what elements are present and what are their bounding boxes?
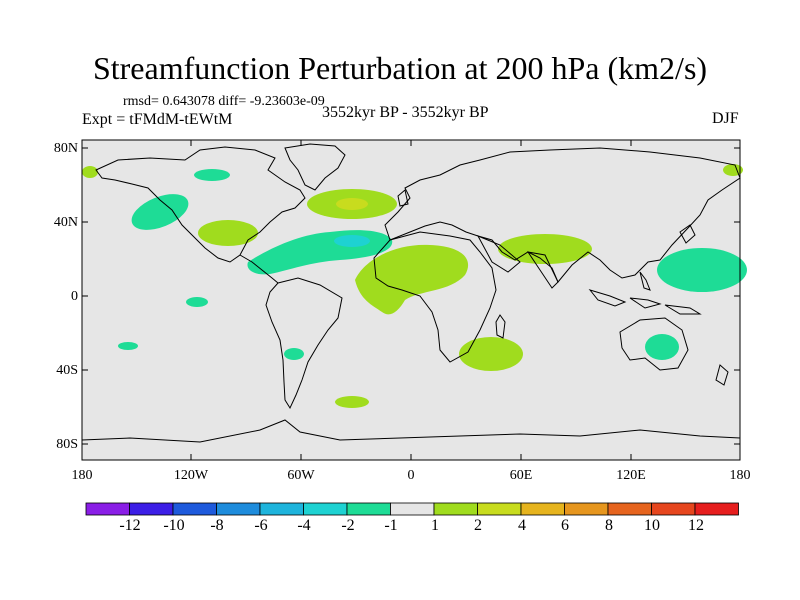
colorbar-label: 1	[431, 517, 439, 534]
anomaly-australia	[645, 334, 679, 360]
coastline-africa	[373, 231, 497, 363]
anomaly-south-africa	[459, 337, 523, 371]
perturbation-contours	[82, 164, 747, 408]
colorbar-swatch	[520, 502, 565, 516]
rmsd-diff-stats: rmsd= 0.643078 diff= -9.23603e-09	[123, 94, 325, 109]
colorbar-label: -4	[297, 517, 311, 534]
colorbar-swatch	[216, 502, 261, 516]
coastline-greenland	[284, 143, 346, 191]
coastline-antarctica	[81, 419, 741, 443]
colorbar-swatch	[303, 502, 348, 516]
anomaly-pacific-small	[186, 297, 208, 307]
lat-label-80s: 80S	[56, 437, 78, 452]
coastline-new-zealand	[715, 364, 729, 386]
map-background	[82, 140, 740, 460]
colorbar-swatch	[346, 502, 391, 516]
map-title: Streamfunction Perturbation at 200 hPa (…	[92, 50, 708, 86]
colorbar-label: -10	[163, 517, 185, 534]
colorbar-swatch	[390, 502, 435, 516]
coastline-uk	[397, 189, 409, 207]
anomaly-tropical-atlantic-core	[334, 235, 370, 247]
anomaly-arctic-west	[82, 166, 98, 178]
colorbar-label: -1	[384, 517, 398, 534]
axis-ticks	[82, 140, 740, 460]
colorbar-swatch	[85, 502, 130, 516]
anomaly-north-atlantic-core	[336, 198, 368, 210]
colorbar-swatch	[651, 502, 696, 516]
colorbar	[85, 502, 739, 516]
coastline-madagascar	[495, 314, 506, 339]
lon-label-60e: 60E	[509, 468, 533, 483]
anomaly-north-america	[198, 220, 258, 246]
colorbar-swatch	[607, 502, 652, 516]
colorbar-swatch	[129, 502, 174, 516]
coastline-arabia	[476, 235, 521, 273]
anomaly-greenland	[194, 169, 230, 181]
anomaly-south-asia	[498, 234, 592, 264]
colorbar-label: 10	[644, 517, 660, 534]
colorbar-swatch	[694, 502, 739, 516]
colorbar-label: -6	[254, 517, 268, 534]
coastline-australia	[619, 317, 689, 371]
coastline-central-america	[239, 254, 279, 284]
lat-label-40s: 40S	[56, 363, 78, 378]
lon-label-120e: 120E	[616, 468, 646, 483]
coastline-south-america	[265, 277, 343, 410]
colorbar-label: -2	[341, 517, 355, 534]
colorbar-swatch	[433, 502, 478, 516]
experiment-label: Expt = tFMdM-tEWtM	[82, 111, 233, 128]
coastlines	[81, 143, 741, 443]
period-label: 3552kyr BP - 3552kyr BP	[322, 104, 489, 121]
lon-label-120w: 120W	[173, 468, 209, 483]
colorbar-label: 12	[688, 517, 704, 534]
coastline-india	[526, 251, 559, 289]
anomaly-pacific-north	[131, 194, 189, 230]
lon-label-0: 0	[407, 468, 415, 483]
colorbar-label: 6	[561, 517, 569, 534]
season-label: DJF	[712, 110, 739, 127]
coastline-eurasia	[384, 147, 741, 283]
coastline-north-america	[95, 146, 306, 263]
lat-label-0: 0	[71, 289, 78, 304]
anomaly-south-america	[284, 348, 304, 360]
colorbar-label: 4	[518, 517, 526, 534]
colorbar-swatch	[564, 502, 609, 516]
lat-label-40n: 40N	[53, 215, 78, 230]
lon-label-180e: 180	[729, 468, 751, 483]
anomaly-south-pacific	[118, 342, 138, 350]
colorbar-label: -8	[210, 517, 224, 534]
colorbar-label: 2	[474, 517, 482, 534]
colorbar-swatch	[477, 502, 522, 516]
colorbar-label: -12	[119, 517, 141, 534]
colorbar-label: 8	[605, 517, 613, 534]
coastline-indonesia	[588, 271, 702, 315]
colorbar-swatch	[172, 502, 217, 516]
coastline-japan	[679, 224, 696, 244]
lat-label-80n: 80N	[53, 141, 78, 156]
anomaly-africa	[355, 244, 469, 315]
colorbar-swatch	[259, 502, 304, 516]
anomaly-south-atlantic	[335, 396, 369, 408]
lon-label-180w: 180	[71, 468, 93, 483]
anomaly-west-pacific	[657, 248, 747, 292]
lon-label-60w: 60W	[287, 468, 315, 483]
